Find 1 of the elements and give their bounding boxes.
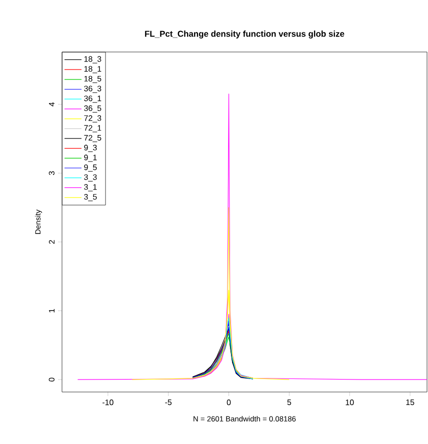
chart-title: FL_Pct_Change density function versus glob size: [145, 30, 344, 38]
